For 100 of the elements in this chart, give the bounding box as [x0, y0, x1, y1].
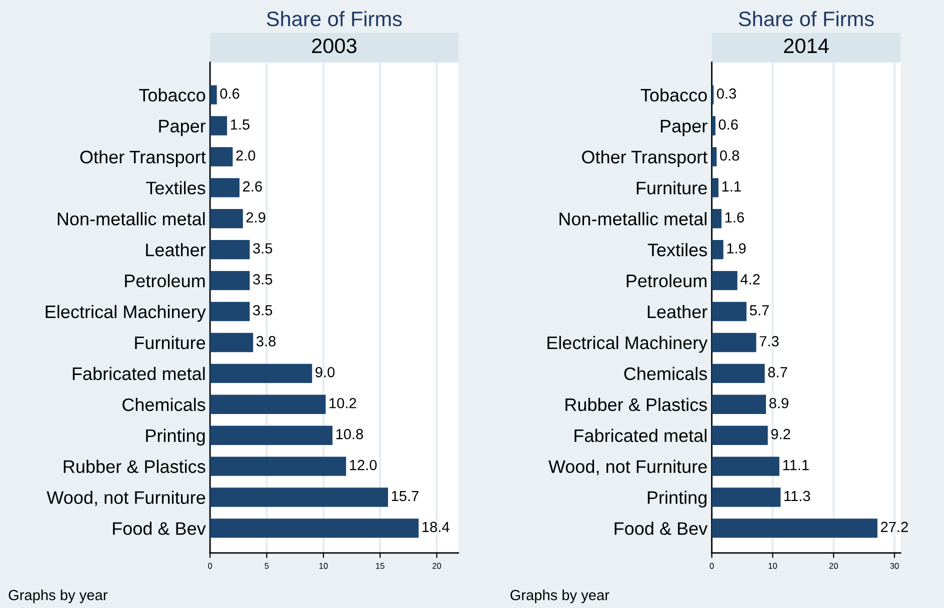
y-tick-label: Food & Bev — [113, 522, 206, 535]
y-tick-label: Chemicals — [624, 366, 707, 380]
data-label: 9.0 — [316, 367, 335, 378]
data-label: 0.8 — [720, 150, 740, 161]
data-label: 0.6 — [220, 88, 240, 99]
bar — [712, 270, 738, 290]
y-tick-label: Printing — [146, 428, 205, 446]
bar — [210, 364, 312, 384]
data-label: 2.0 — [236, 150, 256, 161]
bar — [712, 518, 878, 538]
y-tick-label: Leather — [648, 304, 708, 318]
bar — [210, 394, 326, 414]
y-tick-label: Rubber & Plastics — [64, 460, 206, 474]
text: Graphs by year — [510, 590, 610, 604]
y-tick-label: Furniture — [135, 336, 206, 350]
data-label: 1.1 — [722, 181, 741, 192]
bar — [210, 456, 346, 476]
data-label: 8.9 — [769, 398, 788, 408]
data-label: 4.2 — [740, 274, 760, 284]
y-tick-label: Electrical Machinery — [548, 336, 708, 353]
bar — [210, 270, 250, 290]
bar — [712, 178, 718, 198]
bar — [712, 147, 717, 166]
chart-title: Share of Firms — [738, 11, 874, 26]
y-tick-label: Fabricated metal — [72, 366, 205, 380]
data-label: 3.5 — [253, 243, 272, 254]
x-tick-label: 20 — [432, 562, 442, 569]
x-tick-label: 10 — [319, 562, 328, 569]
data-label: 11.3 — [784, 490, 810, 502]
bar — [210, 209, 243, 228]
data-label: 10.2 — [330, 398, 356, 408]
y-tick-label: Electrical Machinery — [46, 304, 206, 322]
y-tick-label: Rubber & Plastics — [566, 398, 707, 412]
bar — [712, 488, 781, 507]
y-tick-label: Other Transport — [80, 150, 206, 168]
data-label: 3.5 — [253, 274, 272, 284]
data-label: 11.1 — [783, 460, 809, 470]
data-label: 0.3 — [716, 88, 736, 99]
bar — [712, 302, 746, 322]
data-label: 18.4 — [422, 522, 450, 532]
x-tick-label: 0 — [208, 562, 212, 569]
data-label: 5.7 — [750, 305, 769, 316]
y-tick-label: Petroleum — [125, 274, 205, 288]
y-tick-label: Paper — [159, 120, 206, 136]
data-label: 10.8 — [336, 428, 363, 440]
bar — [210, 178, 240, 198]
x-tick-label: 0 — [710, 562, 714, 569]
y-tick-label: Tobacco — [139, 88, 206, 102]
y-tick-label: Furniture — [636, 181, 707, 194]
bar — [210, 240, 250, 260]
y-tick-label: Non-metallic metal — [58, 212, 205, 226]
bar — [210, 518, 419, 538]
chart-subtitle: 2014 — [784, 38, 829, 54]
y-tick-label: Other Transport — [582, 150, 708, 168]
data-label: 2.6 — [243, 181, 262, 192]
bar — [712, 240, 724, 260]
data-label: 3.8 — [256, 336, 276, 346]
x-tick-label: 10 — [768, 562, 777, 569]
bar — [712, 394, 766, 414]
bar — [210, 85, 217, 104]
y-tick-label: Paper — [660, 120, 708, 136]
y-tick-label: Non-metallic metal — [560, 212, 706, 226]
y-tick-label: Wood, not Furniture — [46, 490, 206, 506]
data-label: 7.3 — [760, 336, 779, 346]
bar — [210, 116, 228, 136]
bar — [210, 302, 250, 322]
bar — [210, 332, 254, 352]
data-label: 15.7 — [392, 490, 418, 502]
bar — [712, 426, 768, 445]
x-tick-label: 5 — [264, 563, 269, 569]
data-label: 0.6 — [718, 119, 738, 130]
bar — [210, 426, 332, 445]
y-tick-label: Wood, not Furniture — [548, 460, 707, 476]
data-label: 9.2 — [771, 428, 790, 440]
data-label: 27.2 — [880, 522, 908, 532]
chart-title: Share of Firms — [266, 11, 402, 26]
bar — [712, 364, 765, 384]
y-tick-label: Textiles — [648, 243, 707, 256]
x-tick-label: 15 — [376, 563, 384, 569]
y-tick-label: Leather — [146, 243, 206, 256]
data-label: 12.0 — [350, 460, 377, 470]
data-label: 1.5 — [230, 120, 250, 130]
bar — [210, 488, 388, 507]
bar — [712, 116, 716, 136]
x-tick-label: 30 — [890, 562, 899, 569]
text: Graphs by year — [8, 590, 108, 604]
data-label: 8.7 — [768, 367, 788, 378]
data-label: 3.5 — [253, 305, 272, 316]
y-tick-label: Tobacco — [640, 88, 707, 102]
data-label: 1.6 — [725, 212, 744, 223]
bar — [712, 456, 780, 476]
data-label: 1.9 — [727, 243, 746, 254]
bar — [712, 332, 756, 352]
y-tick-label: Fabricated metal — [574, 428, 706, 442]
bar — [210, 147, 233, 166]
y-tick-label: Chemicals — [122, 398, 206, 412]
data-label: 2.9 — [246, 212, 266, 223]
y-tick-label: Printing — [648, 490, 706, 508]
y-tick-label: Textiles — [146, 181, 206, 194]
x-tick-label: 20 — [829, 562, 838, 569]
